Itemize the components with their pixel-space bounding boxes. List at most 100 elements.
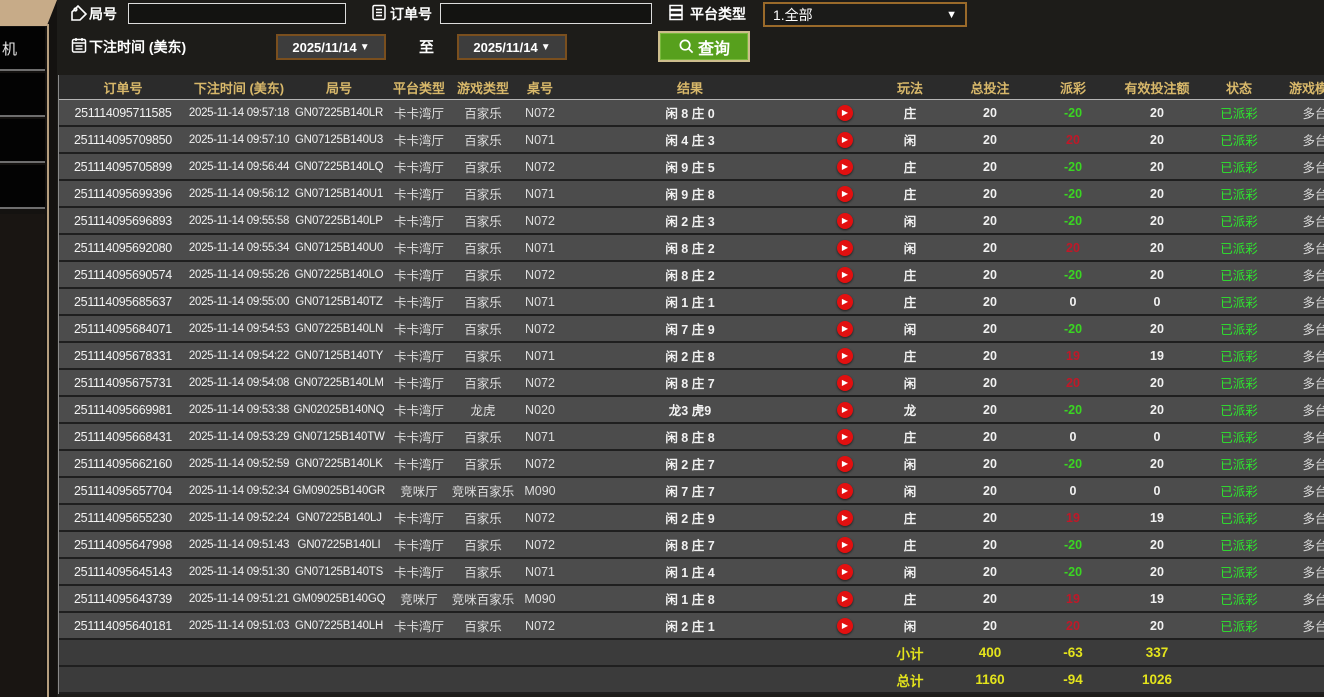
bet-time-cell: 2025-11-14 09:51:03: [188, 619, 290, 632]
play-video-icon[interactable]: ▶: [837, 104, 853, 121]
game-type-cell: 百家乐: [464, 296, 502, 310]
play-video-icon[interactable]: ▶: [837, 293, 853, 310]
table-row[interactable]: 251114095643739 2025-11-14 09:51:21 GM09…: [59, 586, 1324, 613]
sidebar-item-3[interactable]: [0, 119, 45, 163]
table-row[interactable]: 251114095711585 2025-11-14 09:57:18 GN07…: [59, 100, 1324, 127]
table-no-cell: N071: [525, 132, 555, 147]
table-row[interactable]: 251114095675731 2025-11-14 09:54:08 GN07…: [59, 370, 1324, 397]
table-row[interactable]: 251114095647998 2025-11-14 09:51:43 GN07…: [59, 532, 1324, 559]
subtotal-total-bet: 400: [978, 645, 1002, 660]
date-from-picker[interactable]: 2025/11/14 ▼: [276, 34, 386, 60]
valid-bet-cell: 20: [1150, 375, 1164, 390]
play-video-icon[interactable]: ▶: [837, 239, 853, 256]
sidebar-item-4[interactable]: [0, 165, 45, 209]
table-row[interactable]: 251114095662160 2025-11-14 09:52:59 GN07…: [59, 451, 1324, 478]
table-no-cell: N072: [525, 321, 555, 336]
video-cell: ▶: [815, 563, 875, 580]
platform-type-select[interactable]: 1.全部 ▼: [763, 2, 967, 27]
date-to-value: 2025/11/14: [473, 39, 538, 55]
play-video-icon[interactable]: ▶: [837, 131, 853, 148]
table-row[interactable]: 251114095657704 2025-11-14 09:52:34 GM09…: [59, 478, 1324, 505]
table-row[interactable]: 251114095684071 2025-11-14 09:54:53 GN07…: [59, 316, 1324, 343]
subtotal-label: 小计: [896, 646, 924, 662]
result-cell: 闲 8 庄 0: [665, 107, 715, 121]
game-no-cell: GN02025B140NQ: [293, 403, 385, 416]
play-video-icon[interactable]: ▶: [837, 482, 853, 499]
game-type-cell: 竞咪百家乐: [451, 593, 515, 607]
order-no-cell: 251114095684071: [74, 321, 172, 336]
table-no-cell: M090: [524, 483, 556, 498]
valid-bet-cell: 20: [1150, 402, 1164, 417]
table-row[interactable]: 251114095678331 2025-11-14 09:54:22 GN07…: [59, 343, 1324, 370]
result-cell: 闲 2 庄 7: [665, 458, 715, 472]
bet-time-cell: 2025-11-14 09:57:18: [188, 106, 290, 119]
game-type-cell: 百家乐: [464, 539, 502, 553]
bet-type-cell: 庄: [903, 269, 917, 283]
table-row[interactable]: 251114095655230 2025-11-14 09:52:24 GN07…: [59, 505, 1324, 532]
play-video-icon[interactable]: ▶: [837, 158, 853, 175]
table-row[interactable]: 251114095705899 2025-11-14 09:56:44 GN07…: [59, 154, 1324, 181]
payout-cell: -20: [1063, 402, 1083, 417]
game-no-input[interactable]: [128, 3, 346, 24]
play-video-icon[interactable]: ▶: [837, 185, 853, 202]
game-no-cell: GN07225B140LM: [294, 376, 384, 389]
play-video-icon[interactable]: ▶: [837, 428, 853, 445]
table-row[interactable]: 251114095645143 2025-11-14 09:51:30 GN07…: [59, 559, 1324, 586]
chevron-down-icon: ▼: [359, 41, 370, 53]
date-from-value: 2025/11/14: [292, 39, 357, 55]
order-no-cell: 251114095705899: [74, 159, 172, 174]
game-no-cell: GM09025B140GQ: [292, 592, 386, 605]
game-type-cell: 百家乐: [464, 458, 502, 472]
play-video-icon[interactable]: ▶: [837, 374, 853, 391]
game-mode-cell: 多台: [1302, 377, 1324, 391]
table-row[interactable]: 251114095709850 2025-11-14 09:57:10 GN07…: [59, 127, 1324, 154]
play-video-icon[interactable]: ▶: [837, 347, 853, 364]
table-row[interactable]: 251114095692080 2025-11-14 09:55:34 GN07…: [59, 235, 1324, 262]
play-video-icon[interactable]: ▶: [837, 266, 853, 283]
play-video-icon[interactable]: ▶: [837, 320, 853, 337]
table-row[interactable]: 251114095640181 2025-11-14 09:51:03 GN07…: [59, 613, 1324, 640]
game-type-cell: 百家乐: [464, 188, 502, 202]
video-cell: ▶: [815, 347, 875, 364]
table-row[interactable]: 251114095669981 2025-11-14 09:53:38 GN02…: [59, 397, 1324, 424]
game-mode-cell: 多台: [1302, 296, 1324, 310]
order-no-input[interactable]: [440, 3, 652, 24]
game-type-cell: 百家乐: [464, 431, 502, 445]
search-button[interactable]: 查询: [658, 31, 750, 62]
play-video-icon[interactable]: ▶: [837, 212, 853, 229]
table-row[interactable]: 251114095685637 2025-11-14 09:55:00 GN07…: [59, 289, 1324, 316]
total-bet-cell: 20: [983, 267, 997, 282]
col-header-payout: 派彩: [1059, 80, 1086, 96]
game-mode-cell: 多台: [1302, 512, 1324, 526]
bet-time-cell: 2025-11-14 09:54:53: [188, 322, 290, 335]
bet-type-cell: 闲: [903, 134, 917, 148]
status-badge: 已派彩: [1220, 458, 1258, 472]
play-video-icon[interactable]: ▶: [837, 455, 853, 472]
payout-cell: 19: [1066, 510, 1080, 525]
bet-type-cell: 庄: [903, 350, 917, 364]
play-video-icon[interactable]: ▶: [837, 617, 853, 634]
game-no-cell: GN07125B140U3: [294, 133, 384, 146]
order-no-cell: 251114095699396: [74, 186, 172, 201]
play-video-icon[interactable]: ▶: [837, 536, 853, 553]
date-to-picker[interactable]: 2025/11/14 ▼: [457, 34, 567, 60]
order-no-cell: 251114095669981: [74, 402, 172, 417]
status-badge: 已派彩: [1220, 620, 1258, 634]
table-no-cell: N071: [525, 564, 555, 579]
play-video-icon[interactable]: ▶: [837, 590, 853, 607]
play-video-icon[interactable]: ▶: [837, 563, 853, 580]
table-row[interactable]: 251114095699396 2025-11-14 09:56:12 GN07…: [59, 181, 1324, 208]
table-row[interactable]: 251114095696893 2025-11-14 09:55:58 GN07…: [59, 208, 1324, 235]
sidebar-item-machine[interactable]: 机: [0, 27, 45, 71]
valid-bet-cell: 20: [1150, 267, 1164, 282]
play-video-icon[interactable]: ▶: [837, 401, 853, 418]
sidebar-item-2[interactable]: [0, 73, 45, 117]
play-video-icon[interactable]: ▶: [837, 509, 853, 526]
table-row[interactable]: 251114095668431 2025-11-14 09:53:29 GN07…: [59, 424, 1324, 451]
valid-bet-cell: 20: [1150, 564, 1164, 579]
grand-total-row: 总计 1160 -94 1026: [59, 667, 1324, 694]
result-cell: 闲 7 庄 7: [665, 485, 715, 499]
table-row[interactable]: 251114095690574 2025-11-14 09:55:26 GN07…: [59, 262, 1324, 289]
video-cell: ▶: [815, 104, 875, 121]
platform-cell: 卡卡湾厅: [393, 350, 444, 364]
